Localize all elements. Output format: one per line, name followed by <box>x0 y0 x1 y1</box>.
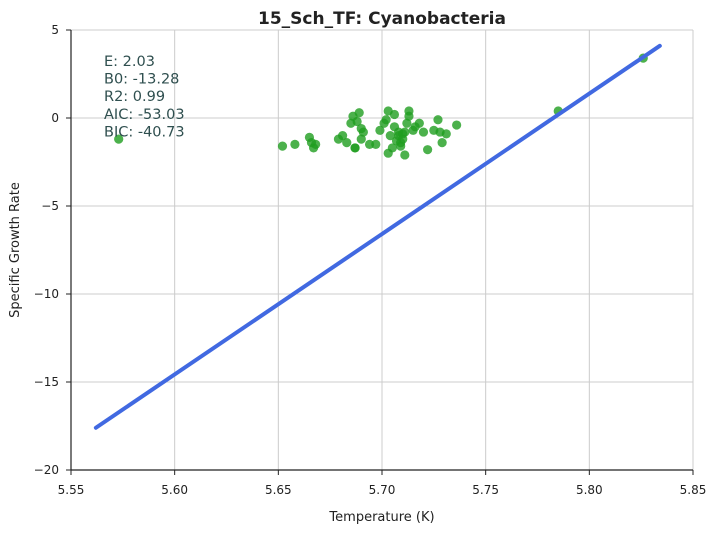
fit-line <box>93 43 662 430</box>
data-point <box>418 127 429 137</box>
tick-labels: 5.55 5.60 5.65 5.70 5.75 5.80 5.85 −20 −15 −10 −5 0… <box>34 23 707 497</box>
y-tick-label: −20 <box>34 463 59 477</box>
data-point <box>400 127 410 137</box>
data-point <box>414 118 424 128</box>
data-point <box>277 141 288 151</box>
data-point <box>342 138 352 148</box>
data-point <box>311 139 321 149</box>
x-tick-label: 5.55 <box>58 483 85 497</box>
data-point <box>423 145 433 155</box>
data-point <box>375 125 385 135</box>
data-point <box>385 131 395 141</box>
y-tick-label: −15 <box>34 375 59 389</box>
y-tick-label: 5 <box>51 23 59 37</box>
y-tick-label: −5 <box>41 199 59 213</box>
fit-stat-line: E: 2.03 <box>104 54 155 70</box>
data-point <box>400 150 410 160</box>
x-tick-label: 5.85 <box>680 483 707 497</box>
data-point <box>389 109 400 120</box>
data-point <box>352 116 362 127</box>
data-point <box>350 143 360 153</box>
data-point <box>338 131 348 141</box>
x-axis-label: Temperature (K) <box>328 510 434 525</box>
data-point <box>402 118 412 128</box>
data-points <box>114 53 648 160</box>
data-point <box>356 134 366 144</box>
x-tick-label: 5.65 <box>265 483 292 497</box>
fit-stat-line: BIC: -40.73 <box>104 124 185 140</box>
fit-stat-line: B0: -13.28 <box>104 72 179 88</box>
data-point <box>452 120 462 130</box>
chart-title: 15_Sch_TF: Cyanobacteria <box>258 9 506 29</box>
x-tick-label: 5.70 <box>369 483 396 497</box>
fit-stat-line: AIC: -53.03 <box>104 107 185 123</box>
x-tick-label: 5.75 <box>472 483 499 497</box>
data-point <box>441 129 451 139</box>
y-axis-label: Specific Growth Rate <box>8 182 23 318</box>
fit-stat-line: R2: 0.99 <box>104 89 165 105</box>
x-tick-label: 5.80 <box>576 483 603 497</box>
data-point <box>290 139 300 149</box>
data-point <box>381 115 391 125</box>
data-point <box>358 127 368 137</box>
data-point <box>354 108 364 118</box>
data-point <box>433 115 443 125</box>
fit-line-path <box>93 43 662 430</box>
data-point <box>437 138 447 148</box>
y-tick-label: −10 <box>34 287 59 301</box>
axes <box>66 29 694 475</box>
data-point <box>114 134 124 144</box>
y-tick-label: 0 <box>51 111 59 125</box>
x-tick-label: 5.60 <box>161 483 188 497</box>
data-point <box>371 139 381 149</box>
data-point <box>404 111 414 121</box>
data-point <box>387 143 397 153</box>
data-point <box>398 134 408 144</box>
